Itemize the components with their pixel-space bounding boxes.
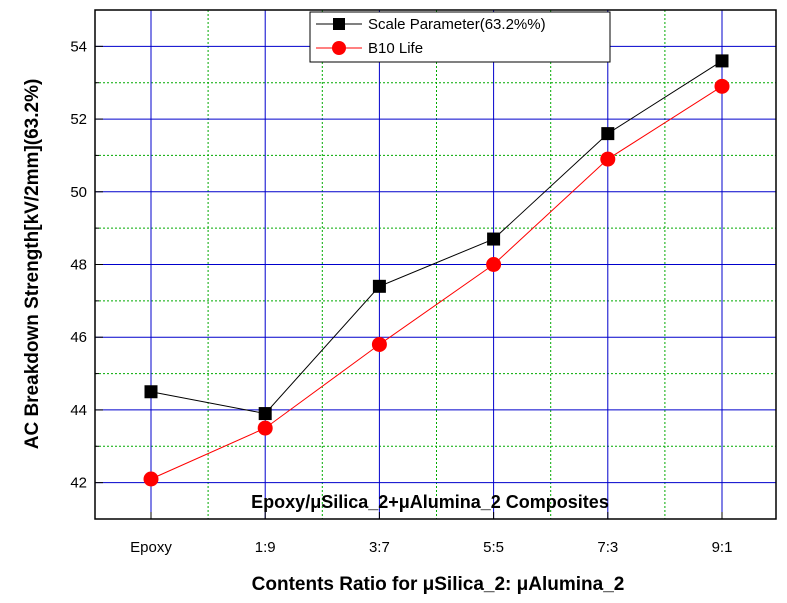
tick-labels: Epoxy 1:9 3:7 5:5 7:3 9:1 42 44 46 48 50 52 54 (70, 38, 732, 556)
data-point-square (258, 407, 272, 421)
x-tick-label: 1:9 (255, 539, 276, 556)
data-point-circle (143, 471, 159, 487)
data-point-circle (714, 78, 730, 94)
y-axis-title: AC Breakdown Strength[kV/2mm](63.2%) (22, 79, 43, 450)
legend-label-scale-parameter: Scale Parameter(63.2%%) (368, 16, 546, 33)
data-point-circle (486, 257, 502, 272)
data-point-square (372, 279, 386, 293)
y-tick-label: 48 (70, 257, 87, 274)
data-point-square (487, 232, 501, 246)
x-tick-label: 5:5 (483, 539, 504, 556)
x-tick-label: 9:1 (712, 539, 733, 556)
x-tick-label: 7:3 (597, 539, 618, 556)
legend-box (309, 11, 611, 63)
series-line-scale-parameter (150, 60, 723, 415)
series-layer (143, 54, 730, 487)
y-tick-label: 52 (70, 111, 87, 128)
y-tick-label: 46 (70, 329, 87, 346)
legend-marker-square (333, 18, 345, 30)
y-tick-label: 50 (70, 184, 87, 201)
legend-label-b10-life: B10 Life (368, 40, 423, 57)
data-point-circle (257, 420, 273, 436)
data-point-square (144, 385, 158, 399)
legend: Scale Parameter(63.2%%) B10 Life (309, 11, 611, 63)
legend-marker-circle (332, 41, 346, 55)
chart-annotation: Epoxy/μSilica_2+μAlumina_2 Composites (251, 492, 609, 512)
data-point-circle (371, 336, 387, 352)
y-tick-label: 54 (70, 38, 87, 55)
data-point-square (715, 54, 729, 68)
plot-frame (94, 9, 777, 520)
x-tick-label: 3:7 (369, 539, 390, 556)
data-point-circle (600, 151, 616, 167)
y-tick-label: 44 (70, 402, 87, 419)
y-tick-label: 42 (70, 475, 87, 492)
x-axis-title: Contents Ratio for μSilica_2: μAlumina_2 (252, 574, 625, 595)
series-line-b10-life (150, 85, 723, 480)
x-tick-label: Epoxy (130, 539, 172, 556)
data-point-square (601, 127, 615, 141)
